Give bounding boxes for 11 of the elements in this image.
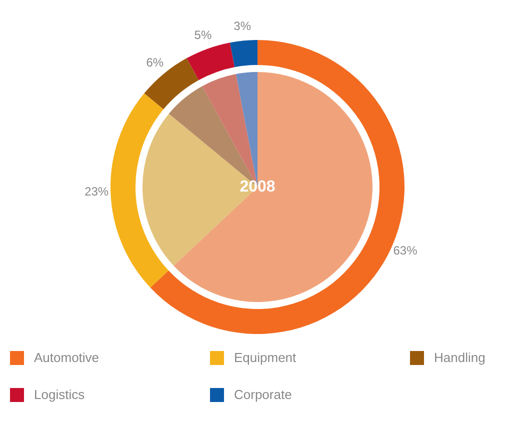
legend-label: Handling xyxy=(434,350,486,365)
legend-label: Logistics xyxy=(34,387,85,402)
text: 5% xyxy=(194,28,212,42)
text: 3% xyxy=(234,19,252,34)
legend-label: Automotive xyxy=(34,350,100,365)
text: 6% xyxy=(146,55,164,70)
legend-label: Equipment xyxy=(234,350,296,365)
legend-label: Corporate xyxy=(234,387,292,402)
text: 63% xyxy=(393,243,418,258)
text: 2008 xyxy=(240,178,276,196)
text: 23% xyxy=(84,184,109,198)
